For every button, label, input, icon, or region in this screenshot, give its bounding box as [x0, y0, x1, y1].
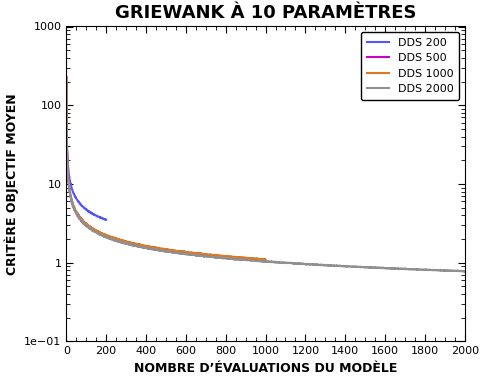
DDS 2000	[247, 258, 253, 263]
DDS 1000	[144, 244, 150, 249]
DDS 2000	[84, 224, 90, 228]
Y-axis label: CRITÈRE OBJECTIF MOYEN: CRITÈRE OBJECTIF MOYEN	[4, 93, 19, 275]
DDS 1000	[151, 245, 157, 249]
DDS 500	[117, 240, 123, 244]
DDS 500	[161, 249, 167, 253]
DDS 500	[112, 238, 117, 243]
DDS 500	[111, 237, 117, 242]
DDS 2000	[450, 268, 456, 273]
DDS 1000	[64, 75, 70, 79]
DDS 200	[103, 218, 109, 222]
Line: DDS 200: DDS 200	[67, 77, 106, 220]
DDS 500	[145, 246, 151, 251]
Legend: DDS 200, DDS 500, DDS 1000, DDS 2000: DDS 200, DDS 500, DDS 1000, DDS 2000	[361, 32, 459, 100]
DDS 200	[71, 192, 77, 196]
Line: DDS 1000: DDS 1000	[67, 77, 266, 260]
DDS 200	[100, 216, 106, 221]
DDS 1000	[84, 222, 90, 227]
DDS 200	[66, 172, 72, 177]
DDS 1000	[219, 254, 225, 258]
DDS 1000	[261, 257, 267, 262]
DDS 500	[64, 80, 70, 85]
DDS 200	[102, 218, 108, 222]
DDS 2000	[257, 259, 263, 263]
DDS 2000	[377, 265, 383, 270]
DDS 1000	[200, 252, 206, 256]
Line: DDS 500: DDS 500	[67, 83, 166, 251]
DDS 200	[64, 75, 70, 80]
Title: GRIEWANK À 10 PARAMÈTRES: GRIEWANK À 10 PARAMÈTRES	[115, 4, 416, 22]
X-axis label: NOMBRE D’ÉVALUATIONS DU MODÈLE: NOMBRE D’ÉVALUATIONS DU MODÈLE	[134, 362, 397, 375]
DDS 500	[161, 249, 167, 254]
DDS 500	[123, 241, 128, 246]
DDS 200	[74, 198, 80, 202]
DDS 1000	[222, 254, 228, 258]
DDS 200	[101, 217, 107, 221]
DDS 2000	[462, 269, 468, 274]
DDS 2000	[450, 269, 456, 273]
Line: DDS 2000: DDS 2000	[67, 81, 465, 271]
DDS 2000	[64, 79, 70, 84]
DDS 1000	[263, 257, 269, 262]
DDS 500	[163, 249, 169, 253]
DDS 200	[65, 164, 71, 169]
